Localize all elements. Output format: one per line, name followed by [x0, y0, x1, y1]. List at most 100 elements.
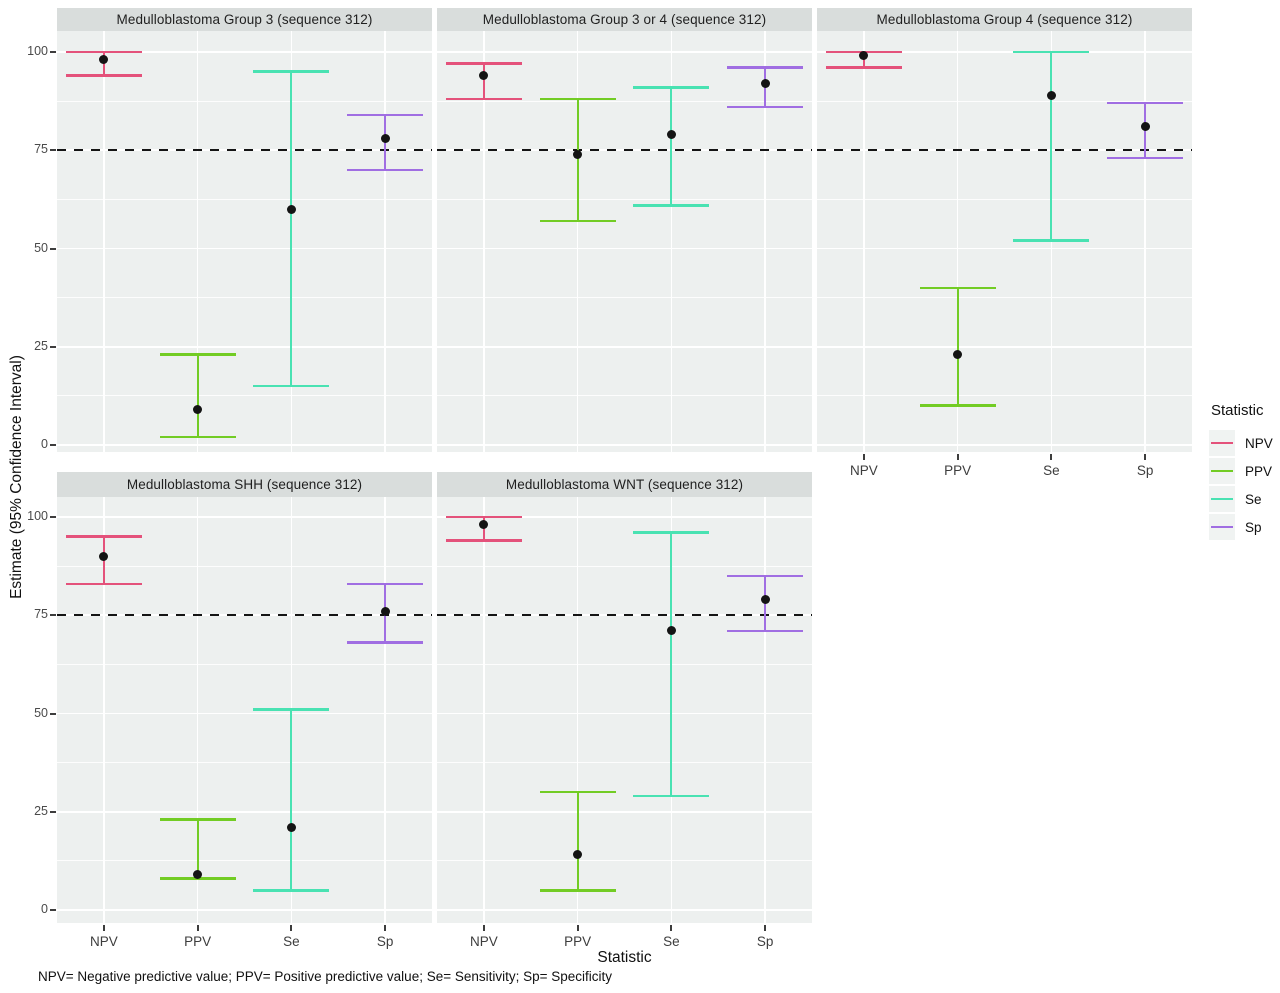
- errorbar-cap-lower-npv: [825, 66, 902, 69]
- point-estimate-sp: [760, 595, 770, 605]
- errorbar-cap-lower-ppv: [159, 435, 236, 439]
- gridline-h-minor: [817, 198, 1192, 200]
- panel-plot-shh: [57, 497, 432, 923]
- gridline-h-major: [437, 712, 812, 715]
- errorbar-cap-upper-sp: [347, 582, 424, 586]
- legend-key-sp: [1209, 514, 1235, 540]
- point-estimate-ppv: [573, 850, 583, 860]
- legend-title: Statistic: [1211, 402, 1264, 419]
- x-tick-label: Se: [1043, 463, 1060, 478]
- y-tick-label: 25: [34, 803, 48, 818]
- gridline-h-minor: [57, 198, 432, 200]
- point-estimate-ppv: [193, 405, 203, 415]
- reference-line-75: [437, 614, 812, 617]
- errorbar-line-ppv: [196, 819, 199, 879]
- y-tick-mark: [50, 712, 56, 715]
- gridline-h-major: [57, 345, 432, 348]
- gridline-h-major: [437, 516, 812, 518]
- facet-strip-wnt: Medulloblastoma WNT (sequence 312): [437, 472, 812, 497]
- errorbar-line-ppv: [576, 792, 579, 891]
- legend-key-line-icon: [1211, 525, 1233, 529]
- point-estimate-npv: [99, 55, 109, 65]
- errorbar-cap-upper-sp: [727, 574, 804, 578]
- gridline-h-major: [437, 247, 812, 250]
- gridline-h-major: [57, 909, 432, 911]
- gridline-h-minor: [57, 395, 432, 397]
- x-tick-mark: [290, 925, 293, 931]
- gridline-h-major: [57, 444, 432, 446]
- point-estimate-sp: [760, 78, 770, 88]
- gridline-v-major: [670, 31, 673, 452]
- point-estimate-sp: [380, 133, 390, 143]
- errorbar-cap-upper-se: [633, 531, 710, 534]
- x-axis-title: Statistic: [597, 949, 652, 966]
- x-tick-mark: [862, 454, 865, 460]
- gridline-v-major: [764, 31, 766, 452]
- y-tick-label: 100: [27, 509, 48, 523]
- gridline-h-minor: [57, 565, 432, 567]
- gridline-h-major: [57, 247, 432, 250]
- errorbar-line-ppv: [196, 354, 199, 438]
- gridline-h-major: [437, 909, 812, 911]
- gridline-h-minor: [437, 762, 812, 764]
- y-tick-mark: [50, 909, 56, 911]
- gridline-v-major: [384, 497, 386, 923]
- gridline-h-minor: [437, 663, 812, 665]
- y-tick-mark: [50, 51, 56, 53]
- y-tick-label: 0: [41, 902, 48, 916]
- errorbar-cap-lower-se: [633, 794, 710, 798]
- errorbar-cap-upper-sp: [1107, 101, 1184, 105]
- legend-item-se: Se: [1209, 485, 1273, 513]
- gridline-h-minor: [437, 565, 812, 567]
- gridline-h-minor: [57, 663, 432, 665]
- errorbar-cap-upper-sp: [727, 66, 804, 69]
- gridline-h-minor: [57, 860, 432, 862]
- facet-strip-group3or4: Medulloblastoma Group 3 or 4 (sequence 3…: [437, 8, 812, 31]
- x-tick-mark: [576, 925, 579, 931]
- footnote: NPV= Negative predictive value; PPV= Pos…: [38, 969, 613, 984]
- gridline-v-major: [196, 497, 199, 923]
- errorbar-cap-lower-npv: [65, 74, 142, 77]
- gridline-v-major: [103, 497, 105, 923]
- errorbar-cap-lower-sp: [1107, 156, 1184, 160]
- gridline-v-major: [103, 31, 105, 452]
- y-tick-label: 100: [27, 44, 48, 58]
- errorbar-cap-upper-se: [1013, 50, 1090, 54]
- errorbar-cap-lower-se: [253, 384, 330, 388]
- errorbar-line-ppv: [576, 99, 579, 221]
- errorbar-cap-lower-sp: [347, 641, 424, 645]
- x-tick-mark: [1050, 454, 1053, 460]
- errorbar-cap-upper-npv: [65, 535, 142, 538]
- legend-key-line-icon: [1211, 469, 1233, 473]
- errorbar-cap-upper-ppv: [159, 818, 236, 821]
- x-tick-label: NPV: [90, 934, 118, 949]
- gridline-v-major: [956, 31, 959, 452]
- gridline-h-major: [57, 712, 432, 715]
- point-estimate-ppv: [193, 870, 203, 880]
- y-tick-mark: [50, 247, 56, 250]
- point-estimate-se: [286, 822, 296, 832]
- errorbar-cap-upper-ppv: [159, 353, 236, 356]
- point-estimate-sp: [380, 606, 390, 616]
- errorbar-line-se: [670, 87, 673, 206]
- y-tick-mark: [50, 444, 56, 446]
- errorbar-cap-upper-npv: [445, 62, 522, 66]
- x-tick-label: Se: [283, 934, 300, 949]
- errorbar-cap-upper-npv: [65, 50, 142, 54]
- y-tick-label: 75: [34, 142, 48, 157]
- errorbar-line-ppv: [956, 287, 959, 406]
- errorbar-cap-lower-sp: [347, 168, 424, 172]
- point-estimate-ppv: [573, 149, 583, 159]
- y-tick-mark: [50, 810, 56, 813]
- errorbar-cap-lower-npv: [445, 539, 522, 542]
- panel-plot-wnt: [437, 497, 812, 923]
- y-axis-title: Estimate (95% Confidence Interval): [8, 355, 25, 599]
- reference-line-75: [817, 149, 1192, 152]
- gridline-h-minor: [817, 395, 1192, 397]
- errorbar-cap-lower-sp: [727, 105, 804, 109]
- legend-key-line-icon: [1211, 441, 1233, 445]
- point-estimate-se: [666, 130, 676, 140]
- panel-plot-group4: [817, 31, 1192, 452]
- point-estimate-se: [286, 204, 296, 214]
- errorbar-cap-upper-se: [253, 708, 330, 711]
